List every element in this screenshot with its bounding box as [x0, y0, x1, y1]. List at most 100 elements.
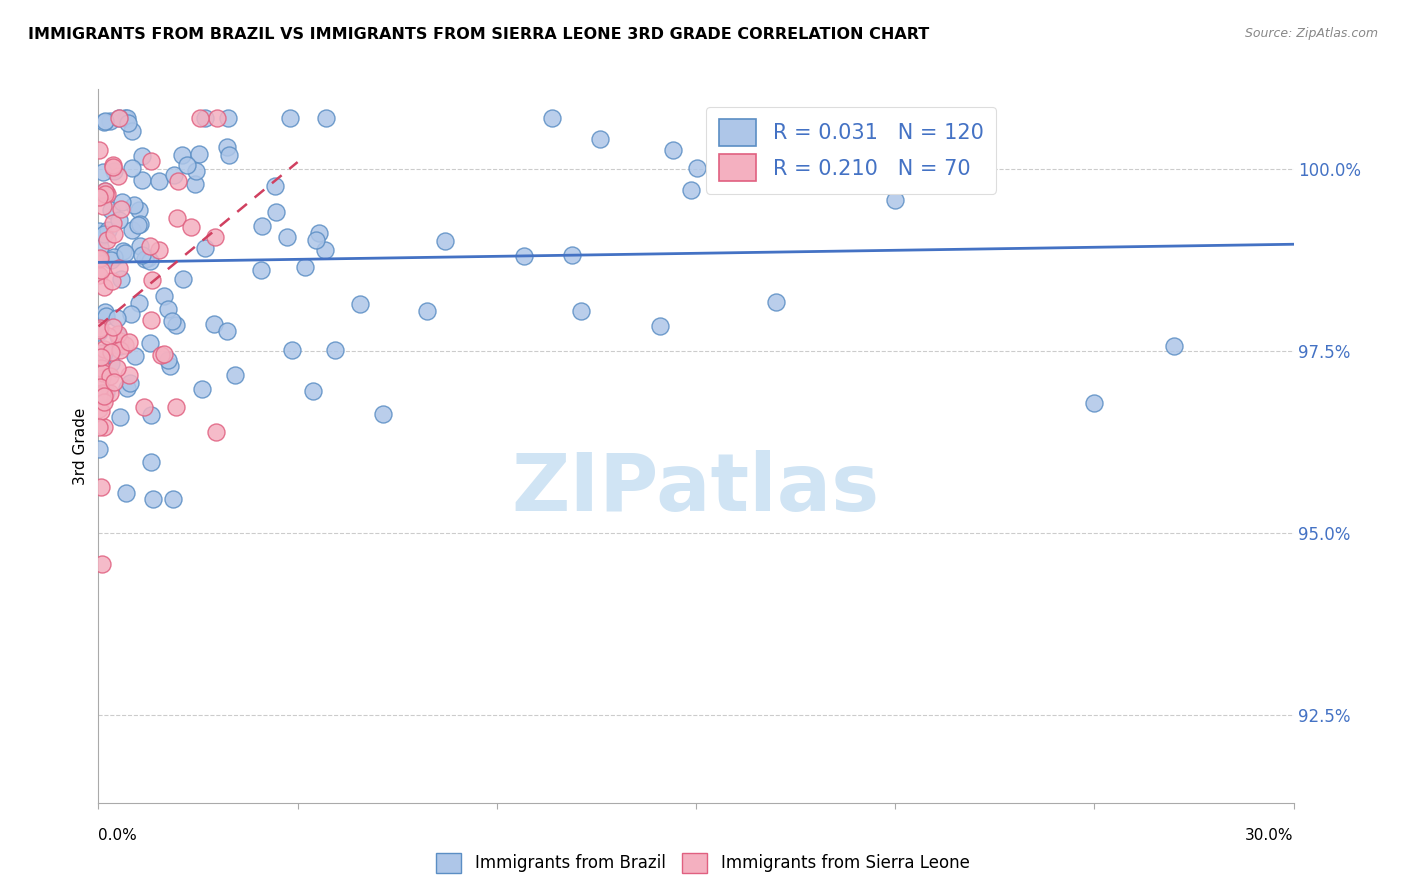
Point	[153, 289, 176, 303]
Point	[172, 271, 194, 285]
Point	[589, 132, 612, 146]
Point	[96, 233, 118, 247]
Point	[97, 328, 120, 343]
Point	[194, 112, 217, 126]
Point	[93, 114, 115, 128]
Point	[141, 272, 163, 286]
Point	[120, 306, 142, 320]
Point	[107, 112, 129, 126]
Point	[111, 244, 134, 259]
Point	[103, 164, 125, 178]
Point	[90, 263, 112, 277]
Point	[100, 345, 122, 359]
Point	[163, 168, 186, 182]
Point	[107, 261, 129, 276]
Point	[114, 112, 136, 126]
Point	[90, 480, 112, 494]
Point	[139, 335, 162, 350]
Point	[160, 314, 183, 328]
Point	[204, 230, 226, 244]
Point	[101, 158, 124, 172]
Point	[281, 343, 304, 357]
Point	[103, 375, 125, 389]
Point	[93, 420, 115, 434]
Point	[278, 112, 301, 126]
Point	[118, 368, 141, 382]
Point	[91, 199, 114, 213]
Point	[132, 400, 155, 414]
Point	[138, 253, 160, 268]
Point	[107, 213, 129, 227]
Point	[561, 248, 583, 262]
Point	[89, 321, 111, 335]
Point	[569, 304, 592, 318]
Point	[128, 202, 150, 217]
Point	[150, 349, 173, 363]
Point	[308, 226, 330, 240]
Point	[884, 193, 907, 207]
Point	[124, 198, 146, 212]
Point	[89, 240, 111, 254]
Point	[172, 148, 194, 162]
Point	[93, 280, 115, 294]
Point	[184, 177, 207, 191]
Point	[141, 455, 163, 469]
Point	[94, 184, 117, 198]
Point	[250, 219, 273, 233]
Point	[305, 233, 328, 247]
Point	[96, 187, 118, 202]
Point	[108, 409, 131, 424]
Point	[111, 194, 134, 209]
Point	[681, 183, 703, 197]
Point	[415, 304, 437, 318]
Point	[187, 147, 209, 161]
Point	[89, 380, 111, 394]
Point	[224, 368, 246, 382]
Point	[93, 345, 115, 359]
Point	[148, 243, 170, 257]
Point	[117, 112, 139, 126]
Point	[184, 163, 207, 178]
Point	[87, 190, 110, 204]
Point	[93, 343, 115, 357]
Point	[100, 202, 122, 217]
Point	[118, 334, 141, 349]
Point	[215, 140, 238, 154]
Point	[110, 272, 132, 286]
Point	[166, 174, 188, 188]
Point	[294, 260, 316, 275]
Point	[89, 252, 111, 266]
Point	[93, 227, 115, 241]
Point	[166, 211, 188, 226]
Point	[94, 184, 117, 198]
Point	[315, 112, 337, 126]
Point	[512, 249, 534, 263]
Point	[131, 173, 153, 187]
Point	[89, 252, 111, 266]
Y-axis label: 3rd Grade: 3rd Grade	[73, 408, 89, 484]
Point	[121, 223, 143, 237]
Point	[314, 243, 336, 257]
Point	[159, 359, 181, 374]
Point	[100, 273, 122, 287]
Point	[103, 216, 125, 230]
Point	[93, 386, 115, 401]
Point	[373, 407, 395, 421]
Text: Source: ZipAtlas.com: Source: ZipAtlas.com	[1244, 27, 1378, 40]
Point	[114, 486, 136, 500]
Point	[114, 338, 136, 352]
Point	[194, 241, 217, 255]
Point	[87, 402, 110, 417]
Point	[121, 161, 143, 175]
Legend: R = 0.031   N = 120, R = 0.210   N = 70: R = 0.031 N = 120, R = 0.210 N = 70	[706, 107, 997, 194]
Point	[87, 323, 110, 337]
Point	[87, 144, 110, 158]
Point	[541, 112, 564, 126]
Point	[90, 386, 112, 401]
Point	[141, 313, 163, 327]
Point	[105, 310, 128, 325]
Point	[433, 235, 456, 249]
Point	[94, 309, 117, 323]
Point	[108, 339, 131, 353]
Point	[91, 557, 114, 571]
